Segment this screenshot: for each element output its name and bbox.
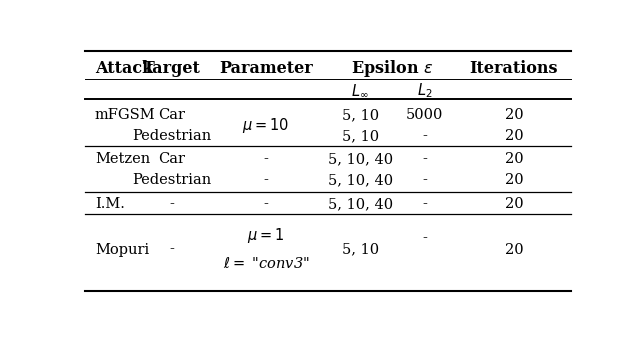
Text: 20: 20 [505, 108, 524, 122]
Text: Car: Car [158, 108, 185, 122]
Text: Mopuri: Mopuri [95, 242, 149, 257]
Text: 20: 20 [505, 129, 524, 143]
Text: 20: 20 [505, 153, 524, 166]
Text: Parameter: Parameter [219, 60, 313, 77]
Text: $L_2$: $L_2$ [417, 81, 433, 100]
Text: Car: Car [158, 153, 185, 166]
Text: $\mu = 1$: $\mu = 1$ [247, 226, 285, 245]
Text: 5, 10: 5, 10 [342, 108, 379, 122]
Text: $L_{\infty}$: $L_{\infty}$ [351, 82, 369, 99]
Text: Pedestrian: Pedestrian [132, 129, 211, 143]
Text: -: - [422, 197, 427, 211]
Text: Epsilon $\epsilon$: Epsilon $\epsilon$ [351, 58, 434, 79]
Text: 5000: 5000 [406, 108, 444, 122]
Text: Target: Target [143, 60, 201, 77]
Text: -: - [264, 173, 268, 187]
Text: $\ell = $ "conv3": $\ell = $ "conv3" [223, 256, 309, 271]
Text: -: - [264, 153, 268, 166]
Text: 5, 10: 5, 10 [342, 242, 379, 257]
Text: -: - [422, 153, 427, 166]
Text: -: - [170, 242, 174, 257]
Text: 5, 10, 40: 5, 10, 40 [328, 173, 393, 187]
Text: $\mu = 10$: $\mu = 10$ [243, 116, 289, 135]
Text: -: - [422, 129, 427, 143]
Text: 5, 10, 40: 5, 10, 40 [328, 153, 393, 166]
Text: Pedestrian: Pedestrian [132, 173, 211, 187]
Text: Metzen: Metzen [95, 153, 150, 166]
Text: Attack: Attack [95, 60, 153, 77]
Text: 5, 10: 5, 10 [342, 129, 379, 143]
Text: 5, 10, 40: 5, 10, 40 [328, 197, 393, 211]
Text: mFGSM: mFGSM [95, 108, 156, 122]
Text: 20: 20 [505, 197, 524, 211]
Text: 20: 20 [505, 242, 524, 257]
Text: 20: 20 [505, 173, 524, 187]
Text: Iterations: Iterations [470, 60, 558, 77]
Text: -: - [264, 197, 268, 211]
Text: I.M.: I.M. [95, 197, 125, 211]
Text: -: - [170, 197, 174, 211]
Text: -: - [422, 173, 427, 187]
Text: -: - [422, 231, 427, 245]
